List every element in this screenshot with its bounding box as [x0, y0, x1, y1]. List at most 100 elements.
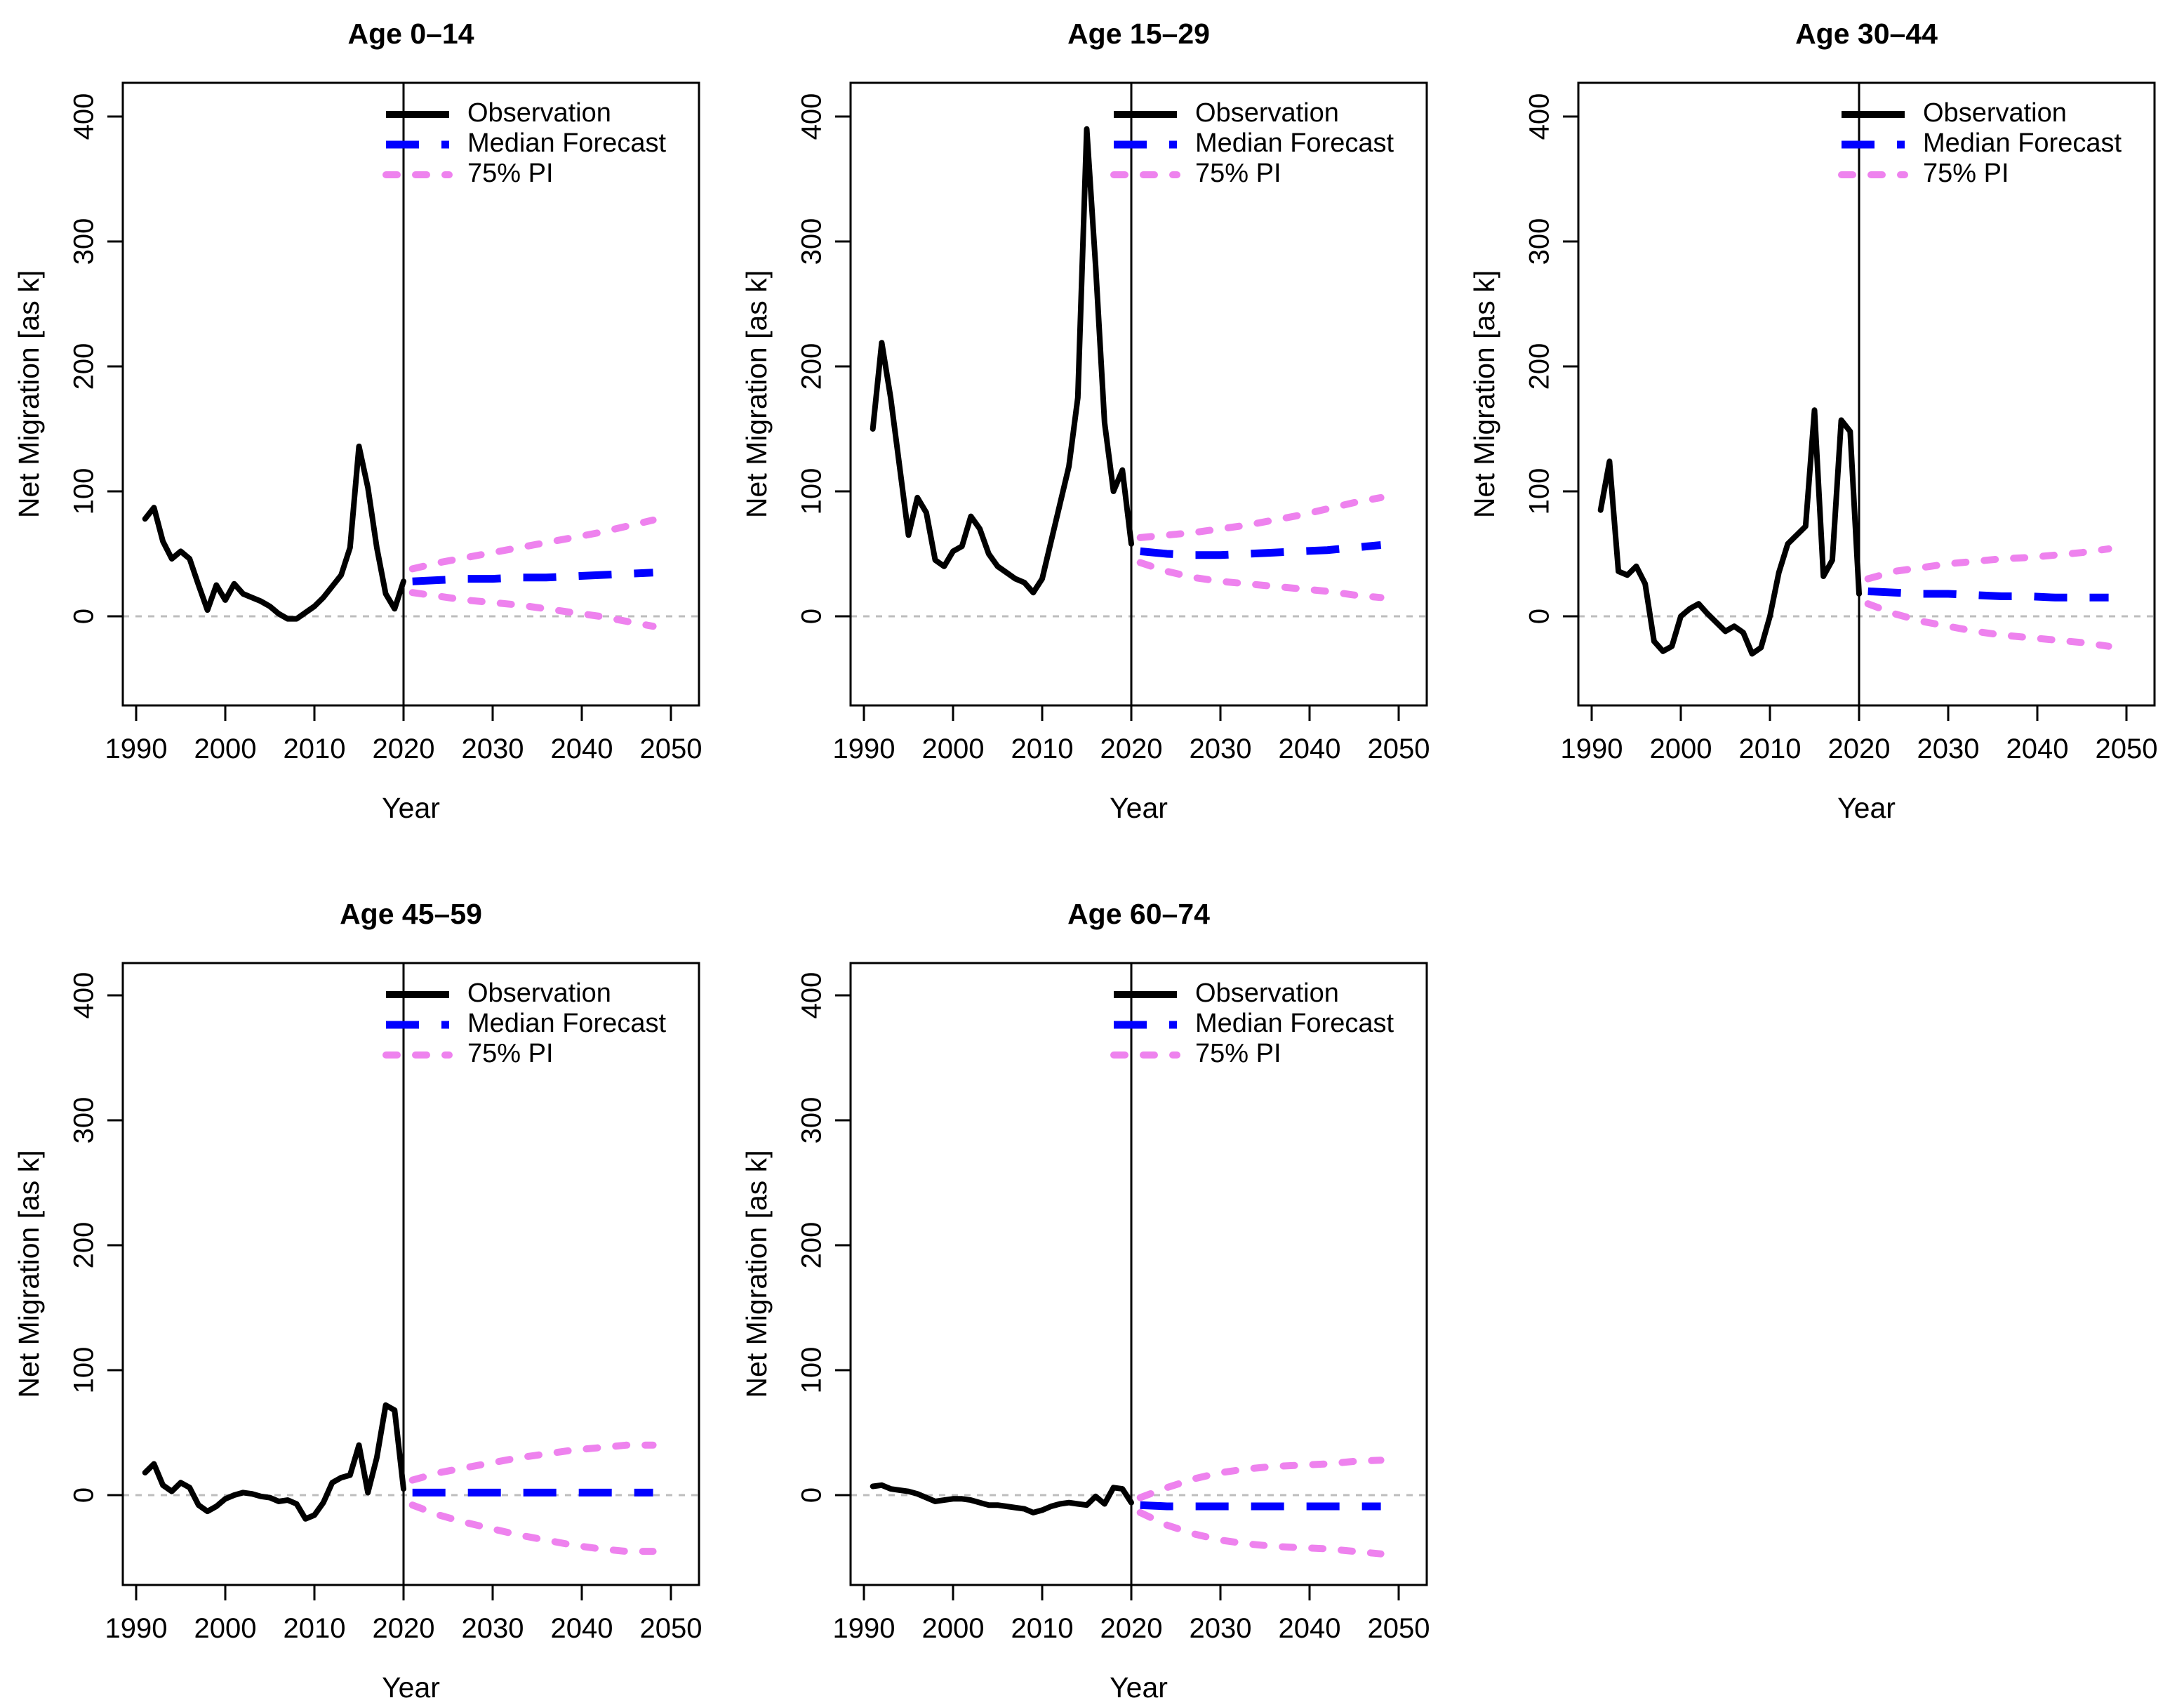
x-axis-label: Year: [1837, 792, 1896, 824]
x-tick-label: 2020: [1100, 1613, 1163, 1644]
x-tick-label: 1990: [105, 1613, 168, 1644]
legend-label: Observation: [467, 978, 611, 1008]
legend-label: Observation: [1195, 98, 1339, 128]
x-tick-label: 2020: [373, 1613, 435, 1644]
observation-line: [142, 443, 406, 622]
legend-label: 75% PI: [467, 1039, 554, 1068]
y-axis-label: Net Migration [as k]: [13, 270, 45, 518]
median-forecast-line: [1140, 541, 1382, 559]
x-tick-label: 2000: [194, 1613, 257, 1644]
y-tick-label: 0: [69, 609, 100, 624]
y-tick-label: 200: [797, 1222, 827, 1269]
y-tick-label: 0: [797, 609, 827, 624]
y-tick-label: 100: [69, 468, 100, 515]
y-tick-label: 200: [69, 1222, 100, 1269]
chart-age-0-14: 1990 2000 2010 2020 2030 2040 2050 0 100 200 300 40…: [13, 18, 703, 824]
x-tick-label: 1990: [105, 734, 168, 764]
x-tick-label: 2030: [1917, 734, 1980, 764]
legend-label: Median Forecast: [1195, 128, 1394, 158]
panel-title: Age 30–44: [1795, 18, 1938, 50]
panel-age-15-29: 1990 2000 2010 2020 2030 2040 2050 0 100 200 300 40…: [728, 0, 1456, 849]
legend-label: Median Forecast: [467, 128, 666, 158]
plot-frame: [849, 81, 1428, 707]
y-axis-label: Net Migration [as k]: [740, 270, 773, 518]
x-tick-label: 2000: [194, 734, 257, 764]
panel-age-60-74: 1990 2000 2010 2020 2030 2040 2050 0 100 200 300 40…: [728, 849, 1456, 1705]
x-tick-label: 2010: [284, 1613, 346, 1644]
legend-label: Observation: [467, 98, 611, 128]
median-forecast-line: [1140, 1501, 1381, 1511]
pi75-upper-line: [408, 516, 657, 573]
x-tick-label: 2010: [1739, 734, 1802, 764]
y-tick-label: 400: [797, 93, 827, 140]
panel-title: Age 15–29: [1067, 18, 1210, 50]
y-axis-label: Net Migration [as k]: [1468, 270, 1500, 518]
legend-label: 75% PI: [1923, 159, 2009, 188]
pi75-lower-line: [408, 1501, 657, 1555]
y-tick-label: 300: [69, 1097, 100, 1144]
chart-age-60-74: 1990 2000 2010 2020 2030 2040 2050 0 100 200 300 40…: [740, 898, 1430, 1704]
median-forecast-line: [1867, 587, 2109, 602]
pi75-lower-line: [408, 589, 657, 630]
legend-label: 75% PI: [1195, 159, 1281, 188]
x-tick-label: 2040: [2006, 734, 2069, 764]
y-tick-label: 300: [69, 218, 100, 265]
x-tick-label: 2040: [1279, 1613, 1341, 1644]
legend-label: Observation: [1923, 98, 2067, 128]
x-tick-label: 2040: [551, 1613, 613, 1644]
x-tick-label: 2040: [1279, 734, 1341, 764]
x-tick-label: 2030: [1190, 734, 1252, 764]
panel-row-bottom: 1990 2000 2010 2020 2030 2040 2050 0 100 200 300 40…: [0, 849, 2184, 1705]
panel-title: Age 0–14: [347, 18, 474, 50]
x-tick-label: 2030: [462, 1613, 524, 1644]
pi75-upper-line: [1136, 493, 1385, 541]
plot-frame: [849, 962, 1428, 1586]
empty-panel-slot: [1456, 849, 2184, 1705]
legend-label: Median Forecast: [467, 1009, 666, 1038]
y-tick-label: 0: [1524, 609, 1555, 624]
plot-frame: [121, 962, 700, 1586]
y-tick-label: 200: [1524, 343, 1555, 390]
x-axis-label: Year: [382, 792, 440, 824]
pi75-upper-line: [1136, 1457, 1385, 1501]
legend-label: 75% PI: [467, 159, 554, 188]
y-tick-label: 300: [797, 218, 827, 265]
y-tick-label: 0: [797, 1487, 827, 1503]
x-axis-label: Year: [382, 1671, 440, 1704]
panel-title: Age 60–74: [1067, 898, 1210, 930]
panel-age-45-59: 1990 2000 2010 2020 2030 2040 2050 0 100 200 300 40…: [0, 849, 728, 1705]
x-tick-label: 1990: [833, 1613, 895, 1644]
x-tick-label: 2020: [373, 734, 435, 764]
x-tick-label: 2000: [922, 1613, 985, 1644]
observation-line: [1597, 407, 1862, 657]
plot-frame: [121, 81, 700, 707]
chart-age-45-59: 1990 2000 2010 2020 2030 2040 2050 0 100 200 300 40…: [13, 898, 703, 1704]
x-tick-label: 2050: [1368, 734, 1430, 764]
observation-line: [870, 1482, 1134, 1515]
legend-label: Median Forecast: [1923, 128, 2122, 158]
y-tick-label: 300: [1524, 218, 1555, 265]
panel-row-top: 1990 2000 2010 2020 2030 2040 2050 0 100 200 300 40…: [0, 0, 2184, 849]
panel-age-0-14: 1990 2000 2010 2020 2030 2040 2050 0 100 200 300 40…: [0, 0, 728, 849]
observation-line: [142, 1402, 406, 1522]
x-tick-label: 2010: [1011, 1613, 1074, 1644]
pi75-upper-line: [408, 1441, 657, 1484]
legend-label: Median Forecast: [1195, 1009, 1394, 1038]
x-tick-label: 2050: [640, 734, 703, 764]
plot-frame: [1577, 81, 2156, 707]
x-tick-label: 2050: [2096, 734, 2158, 764]
y-tick-label: 100: [1524, 468, 1555, 515]
x-tick-label: 2040: [551, 734, 613, 764]
y-tick-label: 400: [797, 972, 827, 1019]
y-tick-label: 200: [69, 343, 100, 390]
x-tick-label: 2050: [640, 1613, 703, 1644]
x-tick-label: 2000: [922, 734, 985, 764]
chart-age-15-29: 1990 2000 2010 2020 2030 2040 2050 0 100 200 300 40…: [740, 18, 1430, 824]
chart-age-30-44: 1990 2000 2010 2020 2030 2040 2050 0 100 200 300 40…: [1468, 18, 2158, 824]
pi75-lower-line: [1136, 1508, 1385, 1558]
y-tick-label: 400: [69, 972, 100, 1019]
panel-title: Age 45–59: [340, 898, 482, 930]
legend-label: Observation: [1195, 978, 1339, 1008]
y-axis-label: Net Migration [as k]: [740, 1150, 773, 1398]
